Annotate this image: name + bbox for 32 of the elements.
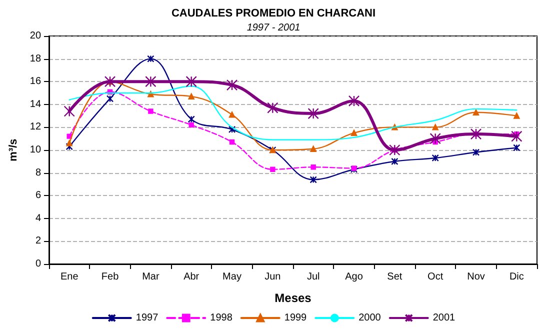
- legend-label: 2001: [432, 312, 456, 324]
- y-tick-label: 14: [30, 98, 42, 110]
- y-tick-label: 8: [35, 167, 42, 178]
- y-tick-label: 6: [35, 190, 42, 202]
- legend-label: 1997: [136, 312, 159, 324]
- y-tick-label: 16: [30, 76, 42, 88]
- x-tick-label: Oct: [428, 272, 444, 282]
- chart-subtitle: 1997 - 2001: [246, 22, 300, 34]
- y-tick-label: 2: [35, 236, 42, 247]
- x-tick-label: Dic: [509, 272, 524, 282]
- y-tick-label: 18: [30, 53, 42, 64]
- x-tick-label: Mar: [142, 272, 160, 282]
- x-tick-label: Jul: [306, 272, 320, 282]
- chart-title: CAUDALES PROMEDIO EN CHARCANI: [171, 8, 376, 20]
- x-axis-title: Meses: [274, 291, 312, 305]
- y-tick-label: 20: [30, 30, 42, 42]
- legend-label: 1999: [284, 312, 308, 324]
- x-tick-label: Feb: [101, 272, 120, 282]
- x-tick-label: Ene: [60, 272, 79, 282]
- x-tick-label: May: [222, 272, 242, 282]
- x-tick-label: Abr: [184, 272, 200, 282]
- y-tick-label: 12: [30, 122, 42, 133]
- y-tick-label: 4: [35, 212, 42, 224]
- x-tick-label: Set: [387, 272, 402, 282]
- y-axis-title: m³/s: [8, 138, 20, 162]
- legend-label: 2000: [358, 312, 382, 324]
- x-tick-label: Ago: [345, 272, 364, 282]
- x-tick-label: Jun: [264, 272, 281, 282]
- legend-label: 1998: [210, 312, 233, 324]
- y-tick-label: 0: [35, 258, 42, 270]
- x-tick-label: Nov: [467, 272, 485, 282]
- y-tick-label: 10: [30, 144, 42, 156]
